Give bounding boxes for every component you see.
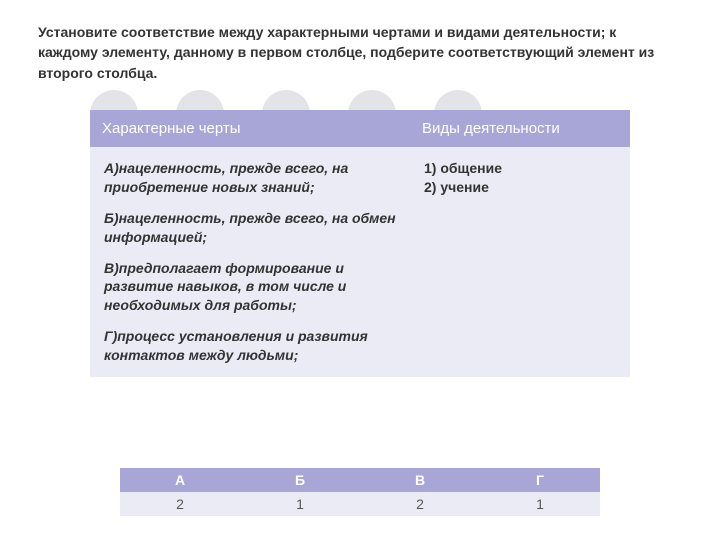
answer-value-a: 2	[120, 492, 240, 516]
answer-key-table: А Б В Г 2 1 2 1	[120, 468, 600, 516]
type-2: 2) учение	[424, 178, 616, 197]
trait-v: В)предполагает формирование и развитие н…	[104, 259, 396, 316]
answer-header-g: Г	[480, 468, 600, 492]
trait-g: Г)процесс установления и развития контак…	[104, 327, 396, 365]
trait-a: А)нацеленность, прежде всего, на приобре…	[104, 159, 396, 197]
answer-value-g: 1	[480, 492, 600, 516]
answer-header-a: А	[120, 468, 240, 492]
trait-b: Б)нацеленность, прежде всего, на обмен и…	[104, 209, 396, 247]
traits-cell: А)нацеленность, прежде всего, на приобре…	[90, 147, 410, 377]
answer-value-v: 2	[360, 492, 480, 516]
types-cell: 1) общение 2) учение	[410, 147, 630, 377]
instruction-text: Установите соответствие между характерны…	[38, 22, 680, 83]
type-1: 1) общение	[424, 159, 616, 178]
answer-header-b: Б	[240, 468, 360, 492]
header-traits: Характерные черты	[90, 110, 410, 147]
answer-value-b: 1	[240, 492, 360, 516]
main-matching-table: Характерные черты Виды деятельности А)на…	[90, 110, 630, 377]
header-types: Виды деятельности	[410, 110, 630, 147]
answer-header-v: В	[360, 468, 480, 492]
